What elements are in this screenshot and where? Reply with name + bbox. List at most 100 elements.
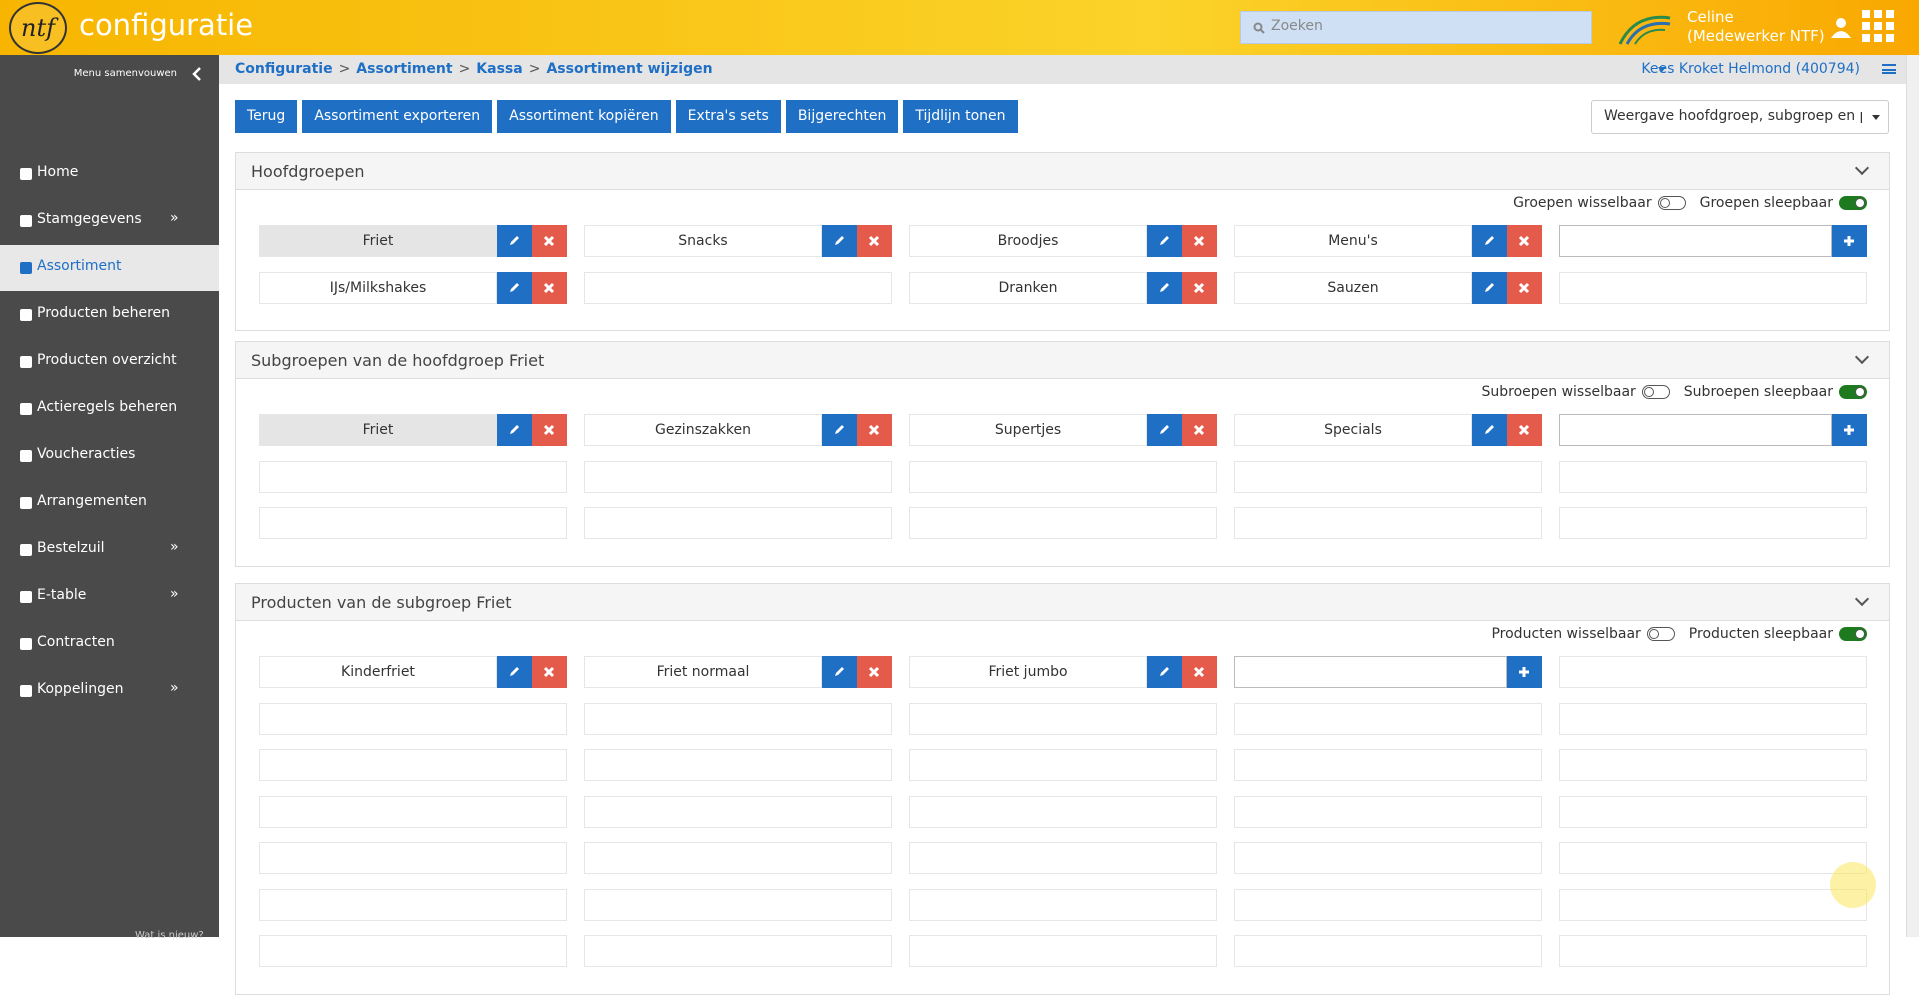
group-cell[interactable]: Friet jumbo [909,656,1147,688]
group-cell[interactable]: IJs/Milkshakes [259,271,497,304]
group-cell[interactable]: Sauzen [1234,271,1472,304]
add-button[interactable] [1832,225,1867,257]
group-cell[interactable]: Specials [1234,414,1472,446]
group-cell[interactable]: Supertjes [909,414,1147,446]
breadcrumb-link[interactable]: Assortiment wijzigen [546,61,713,77]
group-cell[interactable]: Snacks [584,225,822,257]
delete-button[interactable] [857,414,892,446]
toggle-label: Producten sleepbaar [1688,626,1833,642]
delete-button[interactable] [532,656,567,688]
edit-button[interactable] [1147,271,1182,304]
edit-button[interactable] [497,656,532,688]
menu-icon [20,215,32,227]
delete-button[interactable] [1507,271,1542,304]
edit-button[interactable] [1147,225,1182,257]
menu-item[interactable]: Koppelingen » [0,668,219,714]
logo[interactable]: ntf [9,2,67,54]
menu-item[interactable]: Home [0,151,219,197]
delete-button[interactable] [532,414,567,446]
edit-button[interactable] [822,414,857,446]
edit-button[interactable] [1147,656,1182,688]
apps-icon[interactable] [1862,10,1894,42]
breadcrumb-link[interactable]: Assortiment [356,61,453,77]
toolbar-button[interactable]: Bijgerechten [785,100,899,133]
edit-button[interactable] [822,656,857,688]
delete-button[interactable] [1507,225,1542,257]
new-group-input[interactable] [1559,225,1832,257]
location[interactable]: Kees Kroket Helmond (400794) [1641,61,1860,77]
toolbar-button[interactable]: Assortiment exporteren [302,100,493,133]
collapse-menu[interactable]: Menu samenvouwen [73,68,177,79]
edit-button[interactable] [497,414,532,446]
edit-button[interactable] [1472,271,1507,304]
menu-item[interactable]: Producten beheren [0,292,219,338]
menu-item[interactable]: Producten overzicht [0,339,219,385]
edit-button[interactable] [1147,414,1182,446]
toggle-knob [1643,387,1654,397]
toggle[interactable]: Groepen wisselbaar [1513,195,1686,211]
menu-item[interactable]: Assortiment [0,245,219,291]
delete-button[interactable] [1182,271,1217,304]
scrollbar[interactable] [1906,55,1919,937]
view-select[interactable]: Weergave hoofdgroep, subgroep en pro [1591,100,1889,134]
toggle-knob [1855,387,1865,397]
breadcrumb-link[interactable]: Kassa [476,61,523,77]
menu-item[interactable]: E-table » [0,574,219,620]
group-cell[interactable]: Gezinszakken [584,414,822,446]
delete-button[interactable] [1182,414,1217,446]
whats-new[interactable]: Wat is nieuw? [135,930,204,941]
edit-button[interactable] [497,271,532,304]
empty-cell [584,460,892,493]
edit-button[interactable] [822,225,857,257]
empty-cell [1234,935,1542,967]
menu-item[interactable]: Actieregels beheren [0,386,219,432]
delete-button[interactable] [1182,225,1217,257]
toggle[interactable]: Subroepen sleepbaar [1684,384,1867,400]
menu-item[interactable]: Stamgegevens » [0,198,219,244]
new-group-input[interactable] [1234,656,1507,688]
menu-icon [20,262,32,274]
edit-button[interactable] [1472,225,1507,257]
delete-button[interactable] [532,225,567,257]
group-cell[interactable]: Menu's [1234,225,1472,257]
group-cell[interactable]: Friet normaal [584,656,822,688]
panel-header[interactable]: Hoofdgroepen [236,153,1889,190]
delete-button[interactable] [1182,656,1217,688]
delete-button[interactable] [857,225,892,257]
menu-item[interactable]: Bestelzuil » [0,527,219,573]
edit-button[interactable] [1472,414,1507,446]
toggle[interactable]: Subroepen wisselbaar [1481,384,1670,400]
delete-button[interactable] [857,656,892,688]
toolbar-button[interactable]: Extra's sets [675,100,781,133]
toolbar-button[interactable]: Terug [235,100,298,133]
breadcrumb-link[interactable]: Configuratie [235,61,333,77]
panel-header[interactable]: Subgroepen van de hoofdgroep Friet [236,342,1889,379]
collapse-icon[interactable] [192,67,202,81]
menu-item[interactable]: Arrangementen [0,480,219,526]
toolbar-button[interactable]: Tijdlijn tonen [903,100,1018,133]
group-cell[interactable]: Kinderfriet [259,656,497,688]
group-cell[interactable]: Friet [259,225,497,257]
toggle-label: Subroepen sleepbaar [1683,384,1833,400]
panel-header[interactable]: Producten van de subgroep Friet [236,584,1889,621]
breadcrumb-separator: > [528,61,541,77]
delete-button[interactable] [532,271,567,304]
add-button[interactable] [1507,656,1542,688]
toolbar-button[interactable]: Assortiment kopiëren [497,100,671,133]
group-cell[interactable]: Dranken [909,271,1147,304]
group-cell[interactable]: Broodjes [909,225,1147,257]
delete-button[interactable] [1507,414,1542,446]
menu-item[interactable]: Voucheracties [0,433,219,479]
new-group-input[interactable] [1559,414,1832,446]
toggle[interactable]: Producten sleepbaar [1689,626,1867,642]
add-button[interactable] [1832,414,1867,446]
list-icon[interactable] [1882,64,1896,74]
menu-item[interactable]: Contracten [0,621,219,667]
search-box[interactable]: Zoeken [1240,11,1592,44]
group-cell[interactable]: Friet [259,414,497,446]
user-icon[interactable] [1830,16,1852,38]
user[interactable]: Celine (Medewerker NTF) [1687,8,1825,46]
toggle[interactable]: Producten wisselbaar [1491,626,1675,642]
toggle[interactable]: Groepen sleepbaar [1700,195,1867,211]
edit-button[interactable] [497,225,532,257]
